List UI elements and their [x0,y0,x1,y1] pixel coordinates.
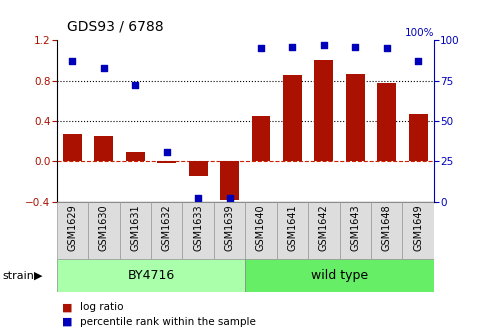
Point [131,83,139,88]
Text: GDS93 / 6788: GDS93 / 6788 [67,19,163,34]
Bar [126,152,145,161]
Bar [182,202,214,259]
Bar [220,161,239,200]
Bar [371,202,402,259]
Point [100,65,108,71]
Text: GSM1641: GSM1641 [287,204,297,251]
Text: GSM1640: GSM1640 [256,204,266,251]
Bar [340,202,371,259]
Point [163,149,171,154]
Bar [119,202,151,259]
Point [69,58,76,64]
Point [194,196,202,201]
Text: log ratio: log ratio [80,302,124,312]
Text: ■: ■ [62,317,72,327]
Point [383,46,390,51]
Bar [157,161,176,163]
Bar [251,116,270,161]
Text: GSM1630: GSM1630 [99,204,109,251]
Text: GSM1633: GSM1633 [193,204,203,251]
Point [414,58,422,64]
Bar [57,259,245,292]
Bar [214,202,246,259]
Text: BY4716: BY4716 [127,269,175,282]
Text: 100%: 100% [404,28,434,38]
Point [226,196,234,201]
Text: GSM1643: GSM1643 [350,204,360,251]
Bar [63,134,82,161]
Point [352,44,359,49]
Bar [189,161,208,176]
Bar [245,259,434,292]
Bar [377,83,396,161]
Bar [346,74,365,161]
Bar [57,202,88,259]
Text: GSM1649: GSM1649 [413,204,423,251]
Text: GSM1639: GSM1639 [224,204,235,251]
Text: GSM1631: GSM1631 [130,204,141,251]
Text: wild type: wild type [311,269,368,282]
Bar [315,60,333,161]
Point [320,42,328,48]
Bar [277,202,308,259]
Text: GSM1629: GSM1629 [68,204,77,251]
Text: strain: strain [2,270,35,281]
Bar [283,75,302,161]
Text: GSM1648: GSM1648 [382,204,392,251]
Text: GSM1632: GSM1632 [162,204,172,251]
Bar [245,202,277,259]
Bar [308,202,340,259]
Point [288,44,296,49]
Text: ▶: ▶ [34,270,42,281]
Point [257,46,265,51]
Bar [402,202,434,259]
Bar [88,202,119,259]
Bar [409,114,427,161]
Bar [151,202,182,259]
Text: GSM1642: GSM1642 [319,204,329,251]
Text: percentile rank within the sample: percentile rank within the sample [80,317,256,327]
Text: ■: ■ [62,302,72,312]
Bar [94,136,113,161]
